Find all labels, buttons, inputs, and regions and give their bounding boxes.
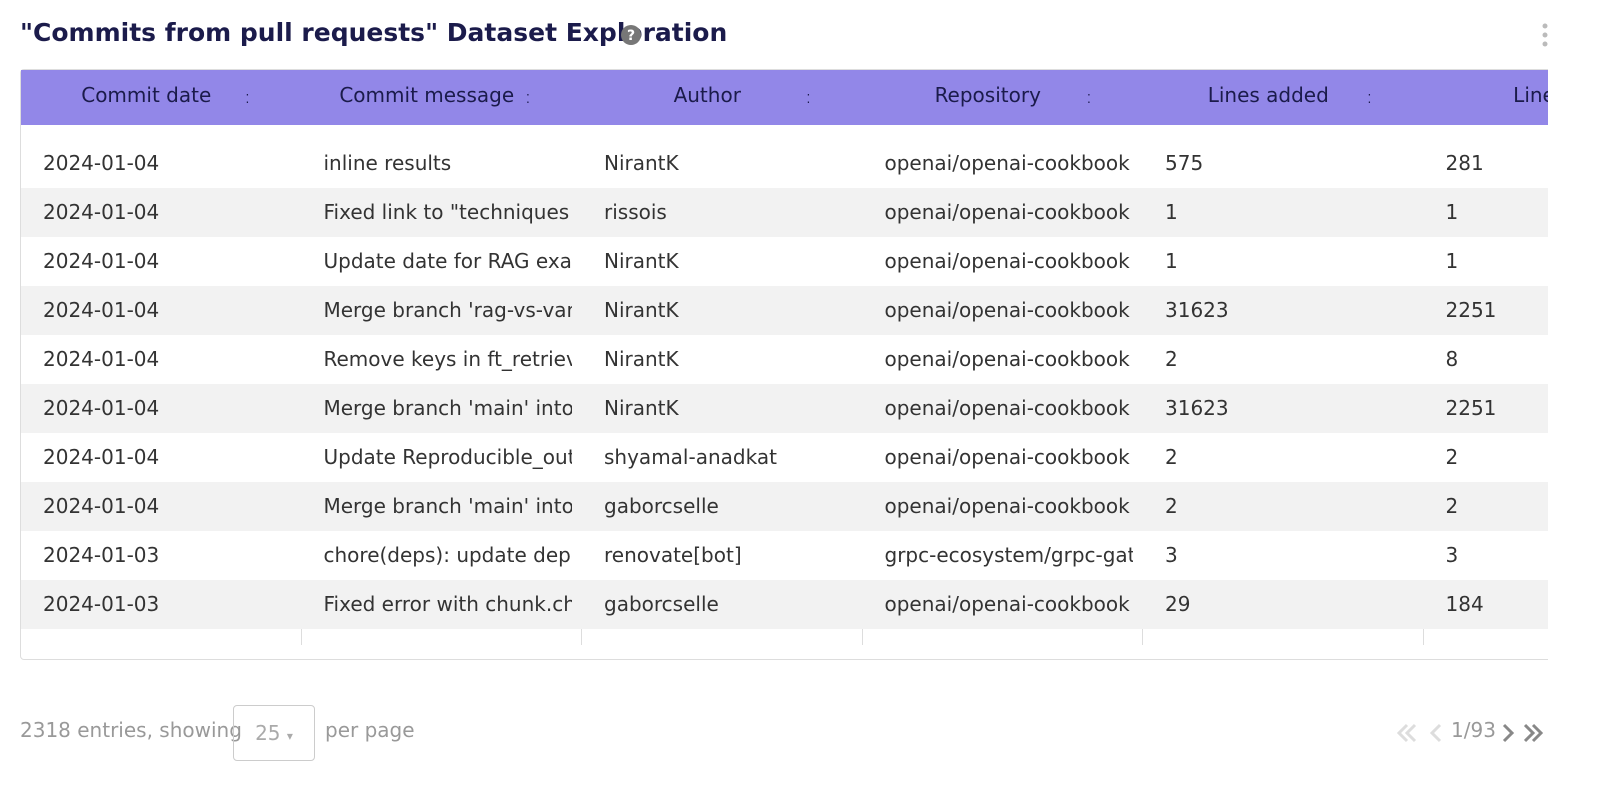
table-row: 2024-01-03 chore(deps): update deper renov… (21, 531, 1548, 580)
table-cell: 2024-01-04 (43, 151, 160, 175)
svg-text:?: ? (627, 28, 635, 44)
column-header[interactable]: Author (673, 83, 741, 107)
help-icon[interactable]: ? (620, 24, 642, 46)
table-row: 2024-01-04 Merge branch 'rag-vs-vani Niran… (21, 286, 1548, 335)
per-page-text: per page (325, 718, 415, 742)
table-cell: openai/openai-cookbook (884, 200, 1130, 224)
column-header[interactable]: Commit date (81, 83, 212, 107)
table-cell: 3 (1165, 543, 1178, 567)
table-cell: 2251 (1445, 396, 1497, 420)
entries-text: 2318 entries, showing (20, 718, 242, 742)
table-cell: Fixed error with chunk.cho (323, 592, 573, 616)
sort-icon[interactable]: ⁚ (1367, 92, 1372, 106)
table-cell: 1 (1165, 249, 1178, 273)
table-cell: 2251 (1445, 298, 1497, 322)
page-size-value: 25 (255, 721, 281, 745)
table-cell: 2024-01-04 (43, 249, 160, 273)
table-cell: 2 (1445, 445, 1459, 469)
table-cell: 2024-01-04 (43, 347, 160, 371)
sort-icon[interactable]: ⁚ (1087, 92, 1091, 106)
table-cell: 2024-01-03 (43, 543, 160, 567)
table-cell: Merge branch 'rag-vs-vani (323, 298, 573, 322)
table-cell: 8 (1445, 347, 1459, 371)
table-cell: openai/openai-cookbook (884, 298, 1130, 322)
table-cell: openai/openai-cookbook (884, 494, 1130, 518)
table-cell: 2 (1165, 494, 1178, 518)
table-cell: NirantK (604, 347, 679, 371)
table-row: 2024-01-04 inline results NirantK openai/op… (21, 139, 1548, 188)
table-cell: 31623 (1165, 298, 1229, 322)
pagination-first-prev[interactable] (1396, 722, 1446, 744)
table-row: 2024-01-04 Merge branch 'main' into ra Nir… (21, 384, 1548, 433)
table-cell: openai/openai-cookbook (884, 249, 1130, 273)
table-cell: openai/openai-cookbook (884, 445, 1130, 469)
table-cell: NirantK (604, 151, 679, 175)
table-cell: 31623 (1165, 396, 1229, 420)
table-row: 2024-01-04 Fixed link to "techniques to ri… (21, 188, 1548, 237)
table-cell: NirantK (604, 249, 679, 273)
column-header[interactable]: Commit message (339, 83, 515, 107)
table-cell: openai/openai-cookbook (884, 592, 1130, 616)
table-row: 2024-01-04 Update date for RAG exam Nirant… (21, 237, 1548, 286)
table-cell: 2024-01-03 (43, 592, 160, 616)
table-cell: 1 (1165, 200, 1178, 224)
table-cell: renovate[bot] (604, 543, 742, 567)
table-cell: gaborcselle (604, 494, 719, 518)
table-cell: rissois (604, 200, 667, 224)
table-cell: openai/openai-cookbook (884, 151, 1130, 175)
table-cell: NirantK (604, 396, 679, 420)
table-cell: Merge branch 'main' into m (323, 494, 573, 518)
table-cell: 29 (1165, 592, 1191, 616)
table-cell: NirantK (604, 298, 679, 322)
table-cell: gaborcselle (604, 592, 719, 616)
menu-icon[interactable] (1540, 22, 1550, 48)
table-cell: 1 (1445, 249, 1459, 273)
page-size-select[interactable]: 25 ▾ (233, 705, 315, 761)
table-cell: inline results (323, 151, 452, 175)
column-header[interactable]: Lines d (1513, 83, 1548, 107)
dropdown-arrow: ▾ (286, 729, 293, 743)
table-cell: 2024-01-04 (43, 200, 160, 224)
table-cell: chore(deps): update deper (323, 543, 573, 567)
table-cell: 2024-01-04 (43, 396, 160, 420)
page-indicator: 1/93 (1451, 718, 1496, 742)
table-viewport: Commit date ⁚ Commit message ⁚ Author ⁚ Reposi… (20, 69, 1548, 660)
page-title: "Commits from pull requests" Dataset Exp… (20, 18, 728, 47)
table-cell: 2024-01-04 (43, 494, 160, 518)
table-cell: Update Reproducible_outp (323, 445, 573, 469)
table-cell: openai/openai-cookbook (884, 347, 1130, 371)
table-cell: 2 (1165, 347, 1178, 371)
table-row: 2024-01-04 Remove keys in ft_retrieval Nir… (21, 335, 1548, 384)
table-cell: openai/openai-cookbook (884, 396, 1130, 420)
table: Commit date ⁚ Commit message ⁚ Author ⁚ Reposi… (20, 69, 1548, 660)
table-header: Commit date ⁚ Commit message ⁚ Author ⁚ Reposi… (21, 70, 1548, 125)
table-cell: 3 (1445, 543, 1459, 567)
table-cell: 2024-01-04 (43, 445, 160, 469)
column-header[interactable]: Lines added (1207, 83, 1329, 107)
table-cell: 575 (1165, 151, 1204, 175)
table-row: 2024-01-04 Update Reproducible_outp shyama… (21, 433, 1548, 482)
table-cell: 184 (1445, 592, 1484, 616)
table-cell: 2024-01-04 (43, 298, 160, 322)
sort-icon[interactable]: ⁚ (245, 92, 250, 106)
table-cell: 2 (1165, 445, 1178, 469)
table-cell: Merge branch 'main' into ra (323, 396, 573, 420)
table-cell: 1 (1445, 200, 1459, 224)
sort-icon[interactable]: ⁚ (526, 92, 530, 106)
sort-icon[interactable]: ⁚ (806, 92, 811, 106)
table-cell: shyamal-anadkat (604, 445, 777, 469)
table-cell: 281 (1445, 151, 1484, 175)
pagination-next-last[interactable] (1500, 722, 1550, 744)
table-cell: Remove keys in ft_retrieval (323, 347, 573, 371)
table-cell: Fixed link to "techniques to (323, 200, 573, 224)
table-cell: Update date for RAG exam (323, 249, 573, 273)
column-header[interactable]: Repository (934, 83, 1041, 107)
table-row: 2024-01-04 Merge branch 'main' into m gabo… (21, 482, 1548, 531)
table-row: 2024-01-03 Fixed error with chunk.cho gabo… (21, 580, 1548, 629)
table-cell: grpc-ecosystem/grpc-gate (884, 543, 1134, 567)
table-cell: 2 (1445, 494, 1459, 518)
